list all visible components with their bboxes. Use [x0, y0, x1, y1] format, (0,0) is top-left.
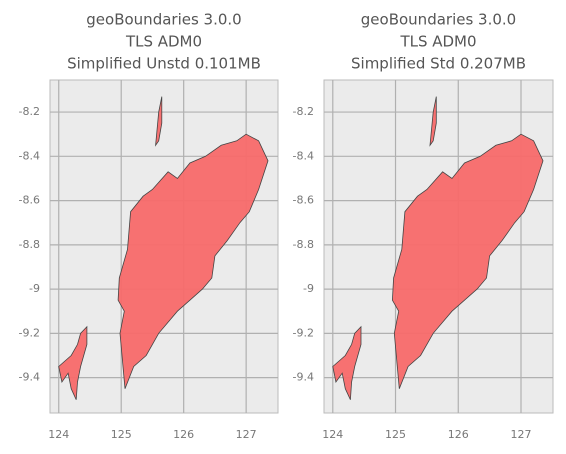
- region-shape: [58, 325, 88, 400]
- y-tick-label: -9.4: [293, 371, 314, 384]
- panel-title: TLS ADM0: [125, 33, 202, 51]
- panel-title: Simplified Std 0.207MB: [351, 55, 526, 73]
- panel-title: Simplified Unstd 0.101MB: [67, 55, 261, 73]
- x-tick-label: 124: [322, 428, 343, 441]
- y-tick-label: -9.2: [293, 326, 314, 339]
- panel-title: TLS ADM0: [399, 33, 476, 51]
- x-tick-label: 126: [448, 428, 469, 441]
- region-shape: [429, 96, 437, 147]
- x-tick-label: 127: [511, 428, 532, 441]
- region-shape: [332, 325, 362, 400]
- panel-title: geoBoundaries 3.0.0: [361, 11, 516, 29]
- region-shape: [391, 133, 544, 389]
- y-tick-label: -8.8: [293, 238, 314, 251]
- y-tick-label: -8.8: [19, 238, 40, 251]
- x-tick-label: 125: [111, 428, 132, 441]
- x-tick-label: 126: [173, 428, 194, 441]
- y-tick-label: -8.6: [19, 194, 40, 207]
- region-shape: [155, 96, 163, 147]
- x-tick-label: 125: [385, 428, 406, 441]
- y-tick-label: -8.2: [293, 105, 314, 118]
- panel-title: geoBoundaries 3.0.0: [86, 11, 241, 29]
- y-tick-label: -9.4: [19, 371, 40, 384]
- y-tick-label: -8.6: [293, 194, 314, 207]
- region-shape: [117, 133, 269, 389]
- y-tick-label: -9: [29, 282, 40, 295]
- y-tick-label: -9: [303, 282, 314, 295]
- y-tick-label: -8.4: [293, 149, 314, 162]
- y-tick-label: -8.4: [19, 149, 40, 162]
- x-tick-label: 124: [48, 428, 69, 441]
- y-tick-label: -8.2: [19, 105, 40, 118]
- x-tick-label: 127: [236, 428, 257, 441]
- y-tick-label: -9.2: [19, 326, 40, 339]
